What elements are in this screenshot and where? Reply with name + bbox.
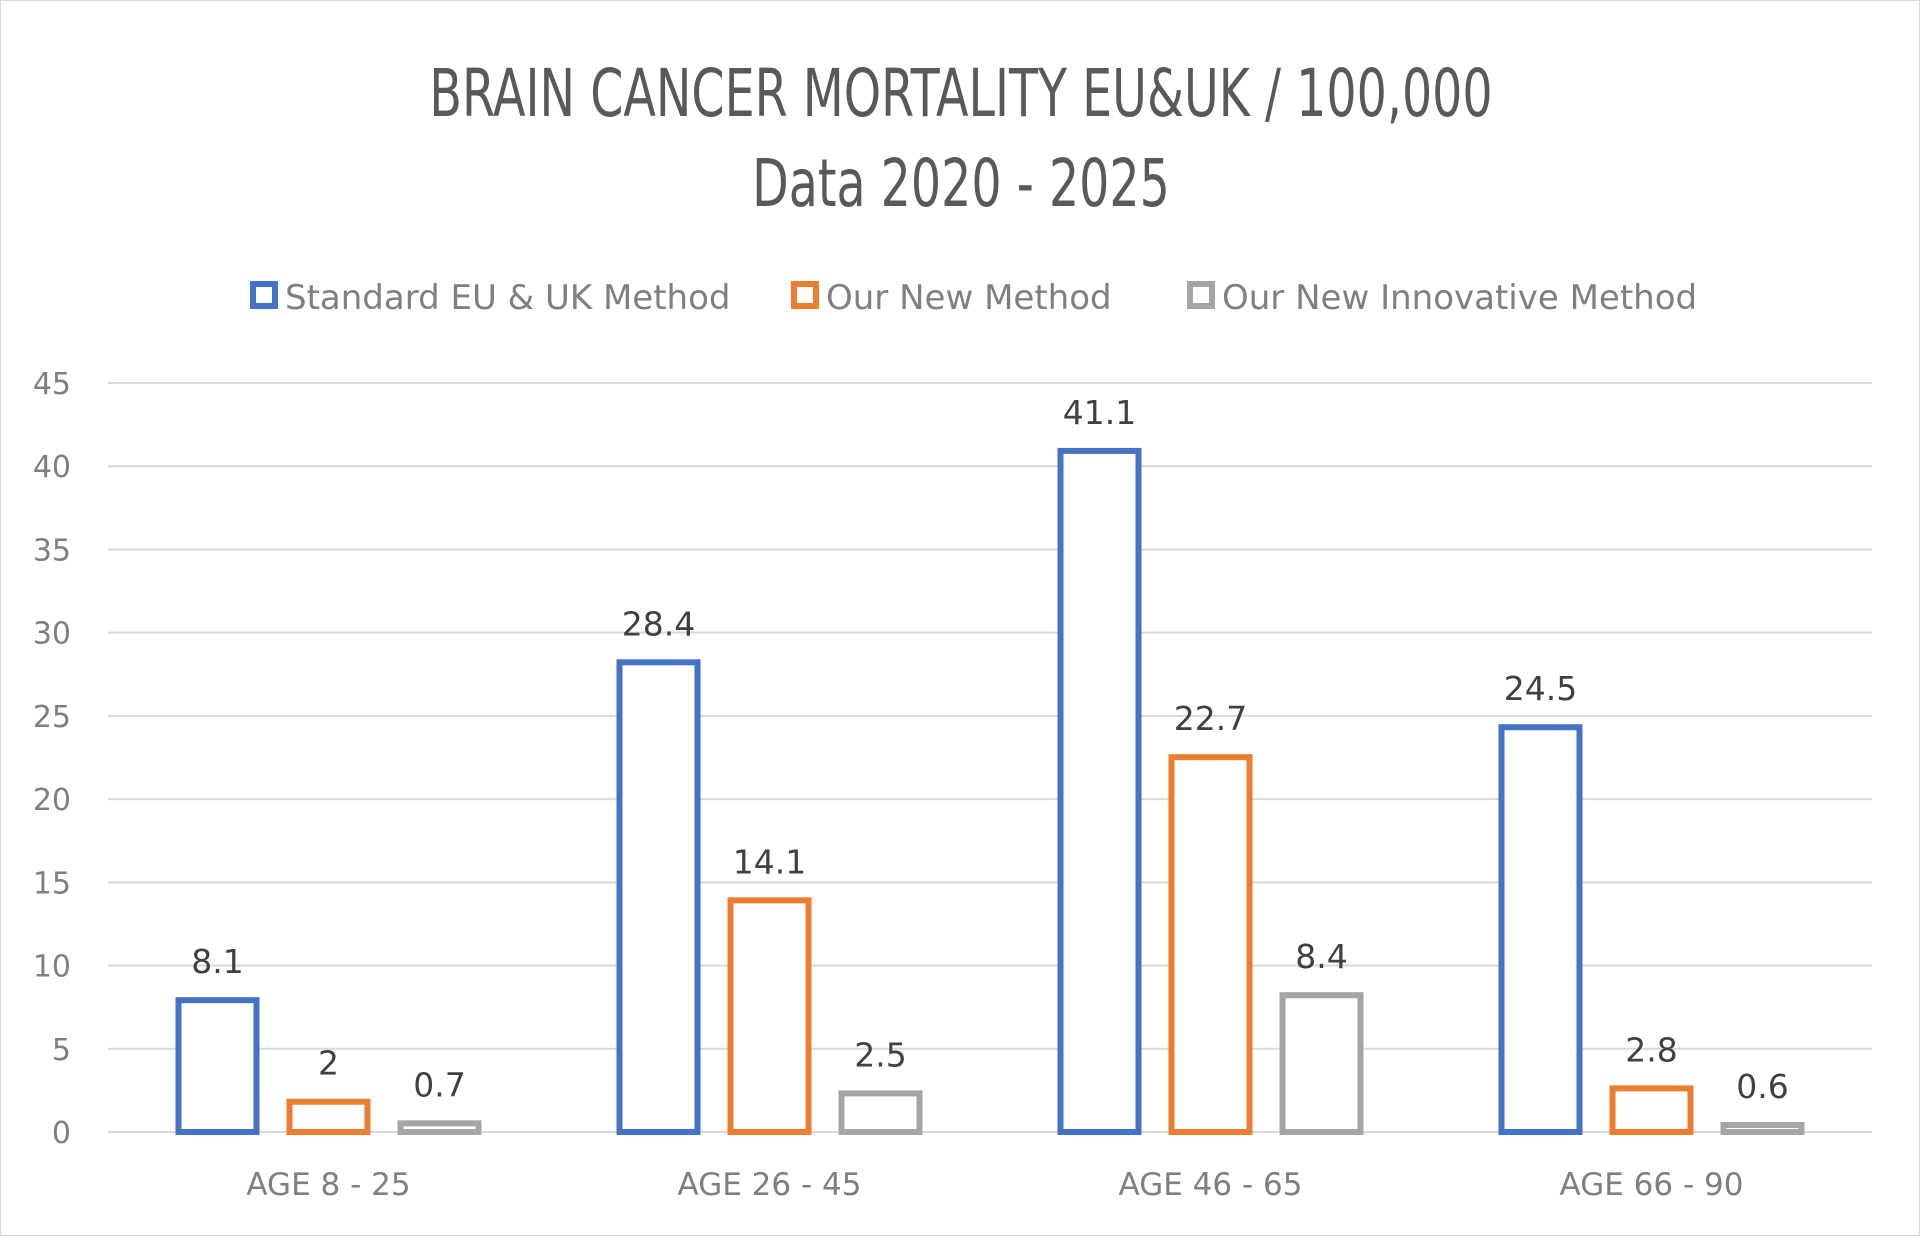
data-label: 0.7	[413, 1065, 465, 1104]
gridlines	[108, 382, 1872, 1133]
chart-title: BRAIN CANCER MORTALITY EU&UK / 100,000	[429, 55, 1492, 132]
legend-label: Standard EU & UK Method	[285, 278, 731, 318]
y-tick-label: 30	[33, 617, 71, 652]
y-tick-label: 35	[33, 533, 71, 568]
x-axis-ticks: AGE 8 - 25 AGE 26 - 45 AGE 46 - 65 AGE 66 -…	[246, 1167, 1743, 1203]
legend-swatch	[791, 281, 819, 309]
data-label: 8.1	[191, 942, 243, 981]
bar	[397, 1120, 482, 1135]
bar	[1720, 1122, 1805, 1135]
x-tick-label: AGE 26 - 45	[678, 1167, 862, 1203]
legend-swatch	[1187, 281, 1215, 309]
y-tick-label: 0	[52, 1116, 71, 1151]
y-axis-ticks: 0 5 10 15 20 25 30 35 40 45	[33, 367, 71, 1151]
y-tick-label: 10	[33, 950, 71, 985]
data-label: 41.1	[1063, 393, 1136, 432]
data-label: 0.6	[1736, 1067, 1788, 1106]
bar	[175, 997, 260, 1135]
bar	[838, 1090, 923, 1136]
data-label: 28.4	[622, 604, 695, 643]
bar	[1057, 447, 1142, 1135]
bar	[1168, 754, 1253, 1135]
data-label: 2.5	[854, 1035, 906, 1074]
bar	[1498, 724, 1583, 1135]
x-tick-label: AGE 46 - 65	[1119, 1167, 1303, 1203]
y-tick-label: 40	[33, 450, 71, 485]
data-label: 2.8	[1625, 1030, 1677, 1069]
legend-label: Our New Method	[826, 278, 1112, 318]
bar	[1609, 1085, 1694, 1135]
legend-label: Our New Innovative Method	[1222, 278, 1697, 318]
chart-subtitle: Data 2020 - 2025	[752, 145, 1170, 222]
y-tick-label: 45	[33, 367, 71, 402]
data-label: 2	[318, 1044, 339, 1083]
data-labels: 8.1 2 0.7 28.4 14.1 2.5 41.1 22.7 8.4 24.5 2.8 0.6	[191, 393, 1788, 1106]
y-tick-label: 25	[33, 700, 71, 735]
y-tick-label: 20	[33, 783, 71, 818]
bar	[727, 897, 812, 1136]
y-tick-label: 15	[33, 866, 71, 901]
x-tick-label: AGE 66 - 90	[1560, 1167, 1744, 1203]
bar	[616, 659, 701, 1135]
bar	[1279, 992, 1364, 1135]
data-label: 24.5	[1504, 669, 1577, 708]
bar	[286, 1098, 371, 1135]
legend-swatch	[250, 281, 278, 309]
y-tick-label: 5	[52, 1033, 71, 1068]
x-tick-label: AGE 8 - 25	[246, 1167, 410, 1203]
data-label: 8.4	[1295, 937, 1347, 976]
legend: Standard EU & UK Method Our New Method Our…	[250, 278, 1697, 318]
data-label: 22.7	[1174, 699, 1247, 738]
data-label: 14.1	[733, 842, 806, 881]
bars	[175, 447, 1805, 1136]
